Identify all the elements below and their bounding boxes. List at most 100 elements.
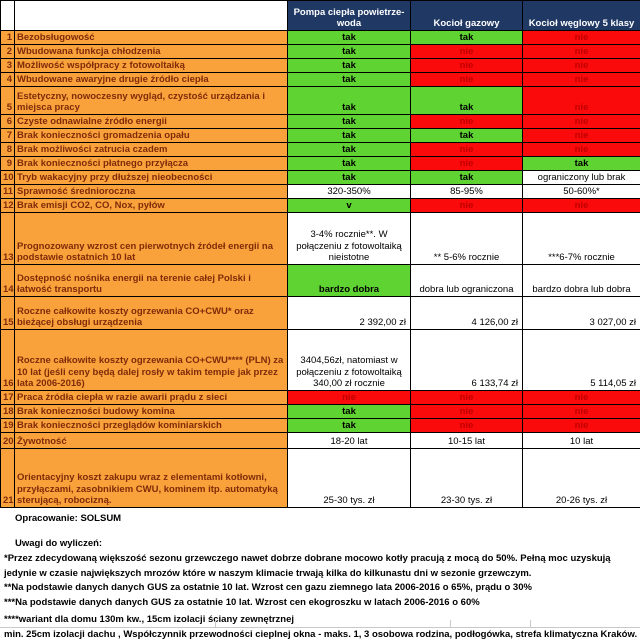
value-cell: 10-15 lat xyxy=(411,433,523,449)
row-number: 2 xyxy=(1,45,15,59)
value-cell: bardzo dobra xyxy=(288,265,411,297)
value-cell: tak xyxy=(411,171,523,185)
footnote: ***Na podstawie danych danych GUS za ost… xyxy=(4,596,640,611)
value-cell: tak xyxy=(288,129,411,143)
value-cell: tak xyxy=(288,45,411,59)
value-cell: tak xyxy=(288,73,411,87)
value-cell: tak xyxy=(288,31,411,45)
value-cell: nie xyxy=(411,419,523,433)
col-header-gas-boiler: Kocioł gazowy xyxy=(411,1,523,31)
row-number: 16 xyxy=(1,330,15,391)
row-label: Orientacyjny koszt zakupu wraz z element… xyxy=(15,449,288,508)
footnotes: *Przez zdecydowaną większość sezonu grze… xyxy=(0,552,640,642)
value-cell: tak xyxy=(411,129,523,143)
row-number: 19 xyxy=(1,419,15,433)
value-cell: tak xyxy=(411,87,523,115)
value-cell: nie xyxy=(411,405,523,419)
row-number: 13 xyxy=(1,213,15,265)
value-cell: nie xyxy=(411,199,523,213)
row-number: 11 xyxy=(1,185,15,199)
footnote: min. 25cm izolacji dachu , Współczynnik … xyxy=(4,628,640,642)
row-label: Wbudowane awaryjne drugie źródło ciepła xyxy=(15,73,288,87)
row-number: 5 xyxy=(1,87,15,115)
credit-line: Opracowanie: SOLSUM xyxy=(15,513,640,524)
row-number: 9 xyxy=(1,157,15,171)
value-cell: 2 392,00 zł xyxy=(288,297,411,330)
row-number: 8 xyxy=(1,143,15,157)
value-cell: nie xyxy=(288,391,411,405)
value-cell: ograniczony lub brak xyxy=(523,171,640,185)
row-label: Bezobsługowość xyxy=(15,31,288,45)
header-corner-blank xyxy=(1,1,15,31)
row-number: 21 xyxy=(1,449,15,508)
col-header-coal-boiler: Kocioł węglowy 5 klasy xyxy=(523,1,640,31)
value-cell: nie xyxy=(523,405,640,419)
value-cell: tak xyxy=(288,157,411,171)
value-cell: v xyxy=(288,199,411,213)
row-label: Roczne całkowite koszty ogrzewania CO+CW… xyxy=(15,297,288,330)
header-corner-blank xyxy=(15,1,288,31)
row-number: 1 xyxy=(1,31,15,45)
row-number: 4 xyxy=(1,73,15,87)
row-label: Sprawność średnioroczna xyxy=(15,185,288,199)
value-cell: 3 027,00 zł xyxy=(523,297,640,330)
row-label: Możliwość współpracy z fotowoltaiką xyxy=(15,59,288,73)
value-cell: nie xyxy=(523,31,640,45)
value-cell: nie xyxy=(411,143,523,157)
footnote: **Na podstawie danych danych GUS za osta… xyxy=(4,581,640,596)
row-number: 17 xyxy=(1,391,15,405)
value-cell: 320-350% xyxy=(288,185,411,199)
row-label: Tryb wakacyjny przy dłuższej nieobecnośc… xyxy=(15,171,288,185)
value-cell: nie xyxy=(411,391,523,405)
value-cell: nie xyxy=(523,199,640,213)
row-number: 3 xyxy=(1,59,15,73)
value-cell: 85-95% xyxy=(411,185,523,199)
row-label: Czyste odnawialne źródło energii xyxy=(15,115,288,129)
value-cell: ** 5-6% rocznie xyxy=(411,213,523,265)
value-cell: nie xyxy=(523,45,640,59)
row-label: Wbudowana funkcja chłodzenia xyxy=(15,45,288,59)
value-cell: nie xyxy=(411,45,523,59)
value-cell: tak xyxy=(523,157,640,171)
value-cell: nie xyxy=(411,59,523,73)
row-label: Brak emisji CO2, CO, Nox, pyłów xyxy=(15,199,288,213)
value-cell: nie xyxy=(523,143,640,157)
spreadsheet-gridline xyxy=(0,619,640,628)
row-number: 10 xyxy=(1,171,15,185)
value-cell: tak xyxy=(288,59,411,73)
row-number: 14 xyxy=(1,265,15,297)
value-cell: nie xyxy=(411,115,523,129)
value-cell: nie xyxy=(523,419,640,433)
value-cell: 6 133,74 zł xyxy=(411,330,523,391)
value-cell: nie xyxy=(523,59,640,73)
row-number: 6 xyxy=(1,115,15,129)
footnote: *Przez zdecydowaną większość sezonu grze… xyxy=(4,552,640,581)
value-cell: 18-20 lat xyxy=(288,433,411,449)
header-row: Pompa ciepła powietrze-woda Kocioł gazow… xyxy=(1,1,640,31)
value-cell: tak xyxy=(288,171,411,185)
value-cell: 23-30 tys. zł xyxy=(411,449,523,508)
row-label: Estetyczny, nowoczesny wygląd, czystość … xyxy=(15,87,288,115)
value-cell: 4 126,00 zł xyxy=(411,297,523,330)
value-cell: nie xyxy=(523,391,640,405)
row-label: Brak konieczności budowy komina xyxy=(15,405,288,419)
value-cell: nie xyxy=(411,157,523,171)
row-label: Roczne całkowite koszty ogrzewania CO+CW… xyxy=(15,330,288,391)
value-cell: tak xyxy=(411,31,523,45)
row-label: Prognozowany wzrost cen pierwotnych źród… xyxy=(15,213,288,265)
